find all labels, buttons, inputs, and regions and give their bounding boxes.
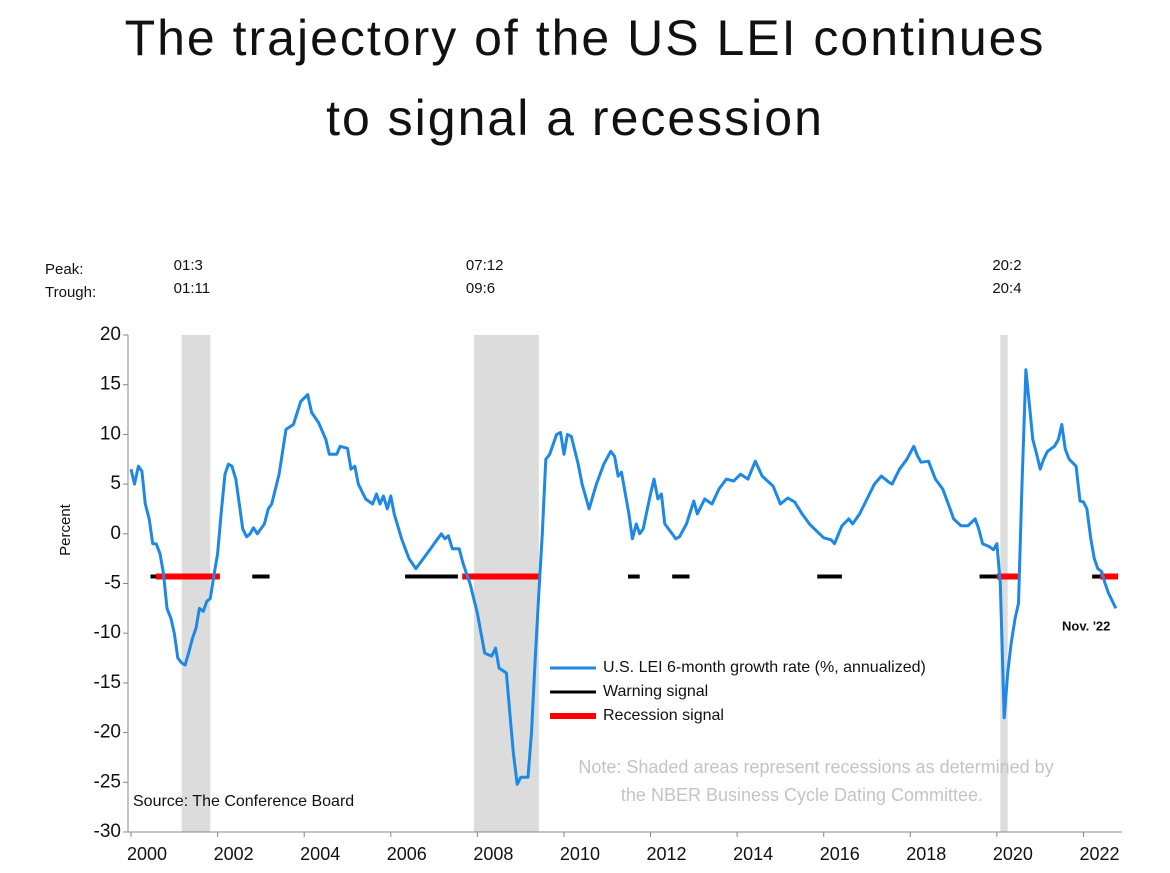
x-tick-label: 2020 bbox=[993, 844, 1033, 864]
x-tick-label: 2000 bbox=[127, 844, 167, 864]
legend-label: U.S. LEI 6-month growth rate (%, annuali… bbox=[603, 659, 926, 676]
y-tick-label: -25 bbox=[94, 771, 121, 792]
y-tick-label: -10 bbox=[94, 622, 121, 643]
x-tick-label: 2006 bbox=[387, 844, 427, 864]
x-tick-label: 2014 bbox=[733, 844, 773, 864]
recession-peak: 20:2 bbox=[992, 257, 1021, 274]
y-tick-label: 5 bbox=[110, 473, 121, 494]
chart-title: The trajectory of the US LEI continues bbox=[125, 10, 1046, 66]
y-tick-label: -5 bbox=[104, 573, 121, 594]
recession-peak: 01:3 bbox=[174, 257, 203, 274]
y-tick-label: 20 bbox=[100, 324, 121, 345]
peak-label: Peak: bbox=[45, 261, 83, 278]
recession-peak: 07:12 bbox=[466, 257, 504, 274]
x-tick-label: 2012 bbox=[647, 844, 687, 864]
y-tick-label: 15 bbox=[100, 374, 121, 395]
chart-title: to signal a recession bbox=[326, 90, 824, 146]
x-tick-label: 2018 bbox=[906, 844, 946, 864]
y-axis-label: Percent bbox=[57, 503, 74, 556]
y-tick-label: -20 bbox=[94, 722, 121, 743]
x-tick-label: 2022 bbox=[1079, 844, 1119, 864]
x-tick-label: 2010 bbox=[560, 844, 600, 864]
trough-label: Trough: bbox=[45, 284, 96, 301]
lei-line bbox=[129, 368, 1118, 786]
y-tick-label: 10 bbox=[100, 423, 121, 444]
recession-band bbox=[1000, 335, 1008, 832]
note: the NBER Business Cycle Dating Committee… bbox=[621, 785, 983, 805]
legend-label: Recession signal bbox=[603, 707, 724, 724]
recession-trough: 01:11 bbox=[174, 280, 210, 297]
x-tick-label: 2004 bbox=[300, 844, 340, 864]
x-tick-label: 2016 bbox=[820, 844, 860, 864]
x-tick-label: 2002 bbox=[214, 844, 254, 864]
y-tick-label: 0 bbox=[110, 523, 121, 544]
legend-label: Warning signal bbox=[603, 683, 708, 700]
source: Source: The Conference Board bbox=[133, 793, 354, 810]
y-tick-label: -15 bbox=[94, 672, 121, 693]
recession-trough: 09:6 bbox=[466, 280, 495, 297]
note: Note: Shaded areas represent recessions … bbox=[578, 757, 1053, 777]
recession-trough: 20:4 bbox=[992, 280, 1021, 297]
annotation: Nov. '22 bbox=[1062, 618, 1110, 633]
recession-band bbox=[473, 335, 539, 832]
x-tick-label: 2008 bbox=[473, 844, 513, 864]
y-tick-label: -30 bbox=[94, 821, 121, 842]
recession-band bbox=[181, 335, 211, 832]
